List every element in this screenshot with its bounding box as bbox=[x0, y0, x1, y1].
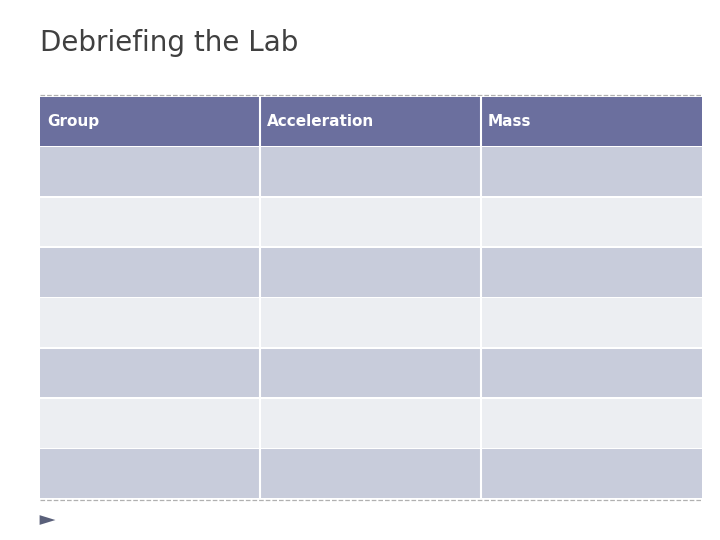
Text: Acceleration: Acceleration bbox=[267, 114, 374, 129]
Bar bbox=[40, 248, 702, 297]
Polygon shape bbox=[40, 515, 55, 525]
Bar bbox=[40, 147, 702, 196]
Bar bbox=[40, 97, 702, 146]
Text: Mass: Mass bbox=[488, 114, 531, 129]
Bar bbox=[40, 349, 702, 397]
Bar bbox=[40, 399, 702, 448]
Text: Group: Group bbox=[47, 114, 99, 129]
Text: Debriefing the Lab: Debriefing the Lab bbox=[40, 29, 298, 57]
Bar bbox=[40, 298, 702, 347]
Bar bbox=[40, 198, 702, 246]
Bar bbox=[40, 449, 702, 498]
